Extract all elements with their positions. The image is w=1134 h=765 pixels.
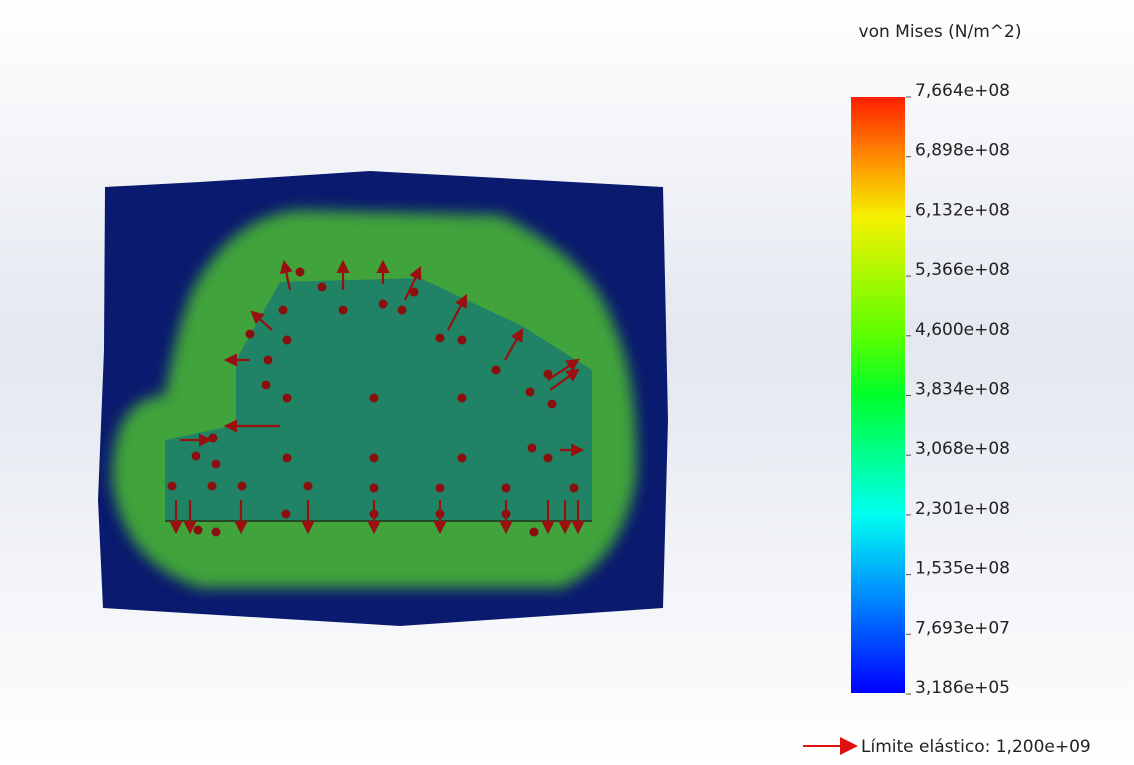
tick-label: 7,664e+08 (915, 81, 1010, 101)
fixture-dot (436, 484, 445, 493)
fixture-dot (526, 388, 535, 397)
fixture-dot (304, 482, 313, 491)
fixture-dot (194, 526, 203, 535)
fixture-dot (168, 482, 177, 491)
fixture-dot (379, 300, 388, 309)
fixture-dot (436, 334, 445, 343)
tick-label: 3,834e+08 (915, 380, 1010, 400)
fixture-dot (283, 336, 292, 345)
fixture-dot (212, 460, 221, 469)
fixture-dot (370, 394, 379, 403)
fixture-dot (262, 381, 271, 390)
fixture-dot (458, 394, 467, 403)
fixture-dot (282, 510, 291, 519)
fixture-dot (548, 400, 557, 409)
fixture-dot (296, 268, 305, 277)
tick-label: 6,132e+08 (915, 200, 1010, 220)
fixture-dot (208, 482, 217, 491)
tick-label: 7,693e+07 (915, 618, 1010, 638)
fixture-dot (212, 528, 221, 537)
tick-label: 3,068e+08 (915, 439, 1010, 459)
fixture-dot (458, 454, 467, 463)
fixture-dot (398, 306, 407, 315)
fixture-dot (279, 306, 288, 315)
fixture-dot (264, 356, 273, 365)
tick-label: 5,366e+08 (915, 260, 1010, 280)
fixture-dot (192, 452, 201, 461)
fixture-dot (528, 444, 537, 453)
fixture-dot (570, 484, 579, 493)
tick-label: 6,898e+08 (915, 141, 1010, 161)
simulation-view: von Mises (N/m^2) 7,664e+08 6,898e+08 6,13… (0, 0, 1134, 765)
fixture-dot (283, 394, 292, 403)
fixture-dot (246, 330, 255, 339)
fixture-dot (370, 484, 379, 493)
legend-title: von Mises (N/m^2) (859, 22, 1022, 42)
fixture-dot (370, 454, 379, 463)
fixture-dot (502, 484, 511, 493)
fixture-dot (339, 306, 348, 315)
yield-limit: Límite elástico: 1,200e+09 (861, 737, 1091, 757)
fixture-dot (530, 528, 539, 537)
colorbar (851, 97, 905, 693)
fixture-dot (283, 454, 292, 463)
fixture-dot (458, 336, 467, 345)
fixture-dot (318, 283, 327, 292)
fixture-dot (492, 366, 501, 375)
tick-label: 3,186e+05 (915, 678, 1010, 698)
fixture-dot (238, 482, 247, 491)
fixture-dot (544, 454, 553, 463)
fixture-dot (209, 434, 218, 443)
tick-label: 1,535e+08 (915, 559, 1010, 579)
tick-label: 4,600e+08 (915, 320, 1010, 340)
tick-label: 2,301e+08 (915, 499, 1010, 519)
